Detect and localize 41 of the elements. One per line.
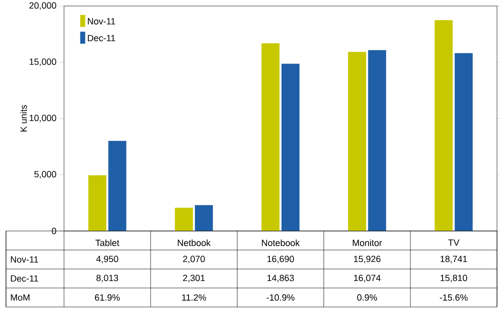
x-tick-label: Monitor [352,239,382,246]
x-tick-label: TV [448,239,460,246]
y-axis-title: K units [20,105,27,132]
bar [174,208,193,231]
y-tick-label: 15,000 [30,58,56,66]
bar [108,140,126,231]
x-tick-label: Tablet [96,239,120,246]
legend-label: Nov-11 [88,18,116,24]
y-tick-label: 20,000 [29,2,56,10]
text: 61.9% [95,294,120,301]
bar [434,20,453,231]
text: Nov-11 [10,256,38,263]
data-label: 16,074 [354,274,381,282]
text: -10.9% [266,294,294,301]
bar [454,53,473,231]
legend-label: Dec-11 [88,34,116,42]
data-label: 4,950 [96,256,118,264]
text: 11.2% [182,294,206,301]
bar [194,205,213,231]
y-tick-label: 5,000 [34,171,56,178]
bar [262,43,280,231]
text: 0.9% [357,294,378,301]
data-label: 8,013 [96,274,118,282]
y-tick-label: 0 [52,228,56,234]
x-tick-label: Netbook [178,239,211,246]
data-label: 18,741 [440,256,468,264]
data-label: 2,070 [183,256,205,264]
text: Dec-11 [10,275,38,282]
data-label: 2,301 [183,274,205,282]
data-label: 15,926 [354,256,380,264]
bar [282,64,300,231]
data-label: 16,690 [267,256,294,264]
bar [88,175,106,231]
bar [368,50,386,231]
y-tick-label: 10,000 [30,114,56,122]
data-label: 14,863 [267,274,294,282]
bar [348,52,366,231]
x-tick-label: Notebook [262,239,300,246]
data-label: 15,810 [440,274,468,282]
text: -15.6% [440,294,468,301]
text: MoM [10,294,30,301]
